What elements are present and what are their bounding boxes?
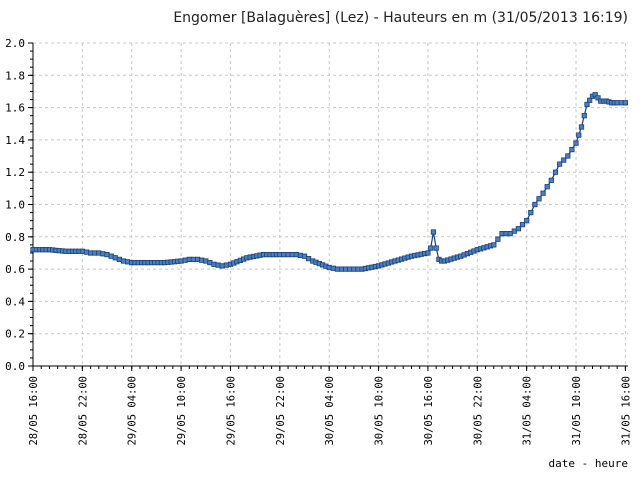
data-point <box>557 161 563 167</box>
axes <box>28 42 628 371</box>
data-point <box>190 256 196 263</box>
data-point <box>592 92 598 98</box>
grid <box>32 42 628 367</box>
data-point <box>219 263 225 269</box>
y-tick-label: 1.4 <box>5 134 25 147</box>
data-point <box>433 245 439 251</box>
y-tick-label: 2.0 <box>5 37 25 50</box>
data-point <box>281 251 287 258</box>
data-point <box>428 245 434 251</box>
x-tick-label: 31/05 10:00 <box>571 376 583 446</box>
data-point <box>528 209 534 216</box>
x-tick-label: 28/05 22:00 <box>77 376 89 446</box>
y-tick-label: 0.4 <box>5 295 25 308</box>
y-tick-label: 1.8 <box>5 69 25 82</box>
x-tick-label: 29/05 16:00 <box>225 376 237 446</box>
x-axis-label: date - heure <box>549 457 628 470</box>
data-point <box>338 266 345 272</box>
data-point <box>581 113 587 119</box>
x-tick-label: 28/05 16:00 <box>28 376 40 446</box>
x-tick-label: 29/05 04:00 <box>127 376 139 446</box>
x-tick-label: 29/05 10:00 <box>176 376 188 446</box>
y-tick-label: 1.0 <box>5 199 25 212</box>
data-point <box>622 100 629 106</box>
data-point <box>548 177 554 183</box>
data-point <box>495 236 501 242</box>
data-point <box>576 132 582 138</box>
x-tick-label: 31/05 04:00 <box>522 376 534 446</box>
y-axis-ticks: 0.0 0.2 0.4 0.6 0.8 1.0 1.2 1.4 1.6 1.8 2.0 <box>5 37 25 373</box>
x-tick-label: 31/05 16:00 <box>620 376 632 446</box>
y-tick-label: 0.2 <box>5 328 25 341</box>
data-point <box>536 196 542 202</box>
x-tick-label: 30/05 10:00 <box>374 376 386 446</box>
data-point <box>595 95 601 101</box>
data-point <box>515 226 522 232</box>
x-axis-ticks: 28/05 16:00 28/05 22:00 29/05 04:00 29/05 1… <box>28 376 632 446</box>
data-point <box>565 153 571 159</box>
y-tick-label: 1.6 <box>5 102 25 115</box>
data-point <box>430 229 437 235</box>
data-point <box>524 218 530 224</box>
series-markers <box>30 92 629 272</box>
x-tick-label: 29/05 22:00 <box>275 376 287 446</box>
x-tick-label: 30/05 04:00 <box>324 376 336 446</box>
data-point <box>540 190 546 196</box>
data-point <box>561 157 567 163</box>
data-point <box>552 169 559 175</box>
data-point <box>573 140 579 146</box>
data-point <box>491 242 497 248</box>
data-point <box>519 222 526 228</box>
y-tick-label: 0.8 <box>5 231 25 244</box>
data-point <box>578 124 585 130</box>
x-tick-label: 30/05 16:00 <box>423 376 435 446</box>
y-tick-label: 1.2 <box>5 166 25 179</box>
data-point <box>425 250 431 256</box>
data-point <box>532 201 538 208</box>
y-tick-label: 0.6 <box>5 263 25 276</box>
data-point <box>104 251 110 258</box>
data-point <box>544 184 550 190</box>
data-point <box>569 146 575 153</box>
chart-title: Engomer [Balaguères] (Lez) - Hauteurs en… <box>173 10 628 26</box>
data-point <box>584 101 590 107</box>
y-tick-label: 0.0 <box>5 360 25 373</box>
x-tick-label: 30/05 22:00 <box>472 376 484 446</box>
data-point <box>587 97 593 103</box>
